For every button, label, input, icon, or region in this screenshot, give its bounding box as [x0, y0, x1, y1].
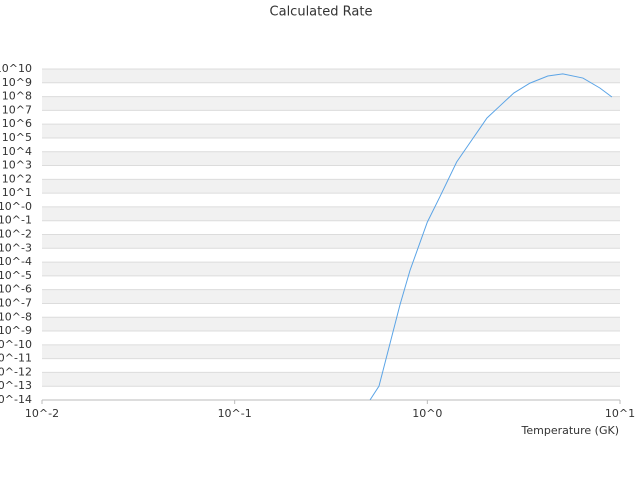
y-tick-label: 10^-9	[0, 324, 32, 337]
chart-title: Calculated Rate	[270, 5, 373, 20]
y-tick-label: 10^-14	[0, 393, 32, 406]
grid-band	[42, 69, 620, 83]
grid-band	[42, 165, 620, 180]
y-tick-label: 10^8	[2, 90, 32, 103]
grid-band	[42, 331, 620, 345]
y-tick-label: 10^-4	[0, 255, 32, 268]
y-tick-label: 10^-8	[0, 310, 32, 323]
y-tick-label: 10^-11	[0, 352, 32, 365]
grid-band	[42, 193, 620, 207]
x-tick-label: 10^1	[605, 407, 635, 420]
y-tick-label: 10^-13	[0, 379, 32, 392]
y-tick-label: 10^-1	[0, 214, 32, 227]
grid-band	[42, 262, 620, 276]
grid-band	[42, 220, 620, 235]
grid-band	[42, 234, 620, 249]
grid-band	[42, 82, 620, 97]
grid-band	[42, 386, 620, 400]
y-tick-label: 10^-0	[0, 200, 32, 213]
x-tick-label: 10^-2	[25, 407, 59, 420]
y-tick-label: 10^-7	[0, 296, 32, 309]
grid-band	[42, 317, 620, 332]
grid-band	[42, 124, 620, 138]
grid-band	[42, 179, 620, 194]
grid-band	[42, 206, 620, 221]
grid-band	[42, 358, 620, 373]
y-tick-label: 10^2	[2, 172, 32, 185]
grid-band	[42, 275, 620, 290]
x-tick-label: 10^-1	[218, 407, 252, 420]
y-tick-label: 10^3	[2, 159, 32, 172]
grid-band	[42, 137, 620, 152]
y-tick-label: 10^5	[2, 131, 32, 144]
y-tick-label: 10^1	[2, 186, 32, 199]
y-tick-label: 10^7	[2, 103, 32, 116]
grid-band	[42, 344, 620, 359]
y-tick-label: 10^4	[2, 145, 32, 158]
x-axis-label: Temperature (GK)	[521, 424, 620, 437]
y-tick-label: 10^-5	[0, 269, 32, 282]
grid-band	[42, 151, 620, 166]
grid-band	[42, 110, 620, 125]
y-tick-label: 10^-6	[0, 283, 32, 296]
y-tick-label: 10^-3	[0, 241, 32, 254]
grid-band	[42, 248, 620, 263]
grid-band	[42, 303, 620, 318]
y-tick-label: 10^-12	[0, 365, 32, 378]
y-tick-label: 10^6	[2, 117, 32, 130]
data-line	[369, 73, 613, 400]
grid-band	[42, 96, 620, 111]
x-tick-label: 10^0	[412, 407, 442, 420]
y-tick-label: 10^10	[0, 62, 32, 75]
y-tick-label: 10^-10	[0, 338, 32, 351]
y-tick-label: 10^9	[2, 76, 32, 89]
grid-band	[42, 289, 620, 304]
grid-band	[42, 372, 620, 387]
y-tick-label: 10^-2	[0, 228, 32, 241]
